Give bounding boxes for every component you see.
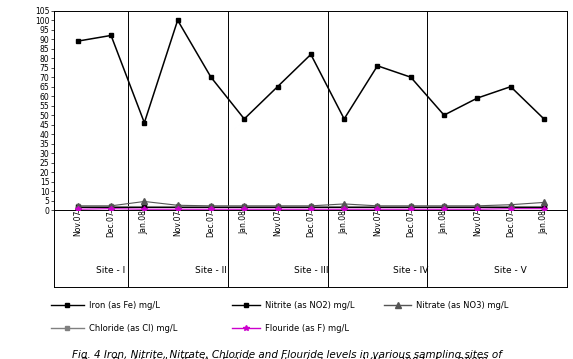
Text: Jan.08: Jan.08 [140, 210, 149, 234]
Text: Nov.07: Nov.07 [273, 210, 282, 236]
Text: Site - III: Site - III [293, 266, 328, 275]
Text: Dec.07: Dec.07 [206, 210, 215, 237]
Text: Nitrite (as NO2) mg/L: Nitrite (as NO2) mg/L [265, 301, 355, 310]
Text: Site - IV: Site - IV [393, 266, 429, 275]
Text: Dec.07: Dec.07 [506, 210, 515, 237]
Text: Flouride (as F) mg/L: Flouride (as F) mg/L [265, 324, 349, 333]
Text: Nitrate (as NO3) mg/L: Nitrate (as NO3) mg/L [417, 301, 509, 310]
Text: Dec.07: Dec.07 [107, 210, 116, 237]
Text: Fig. 4 Iron, Nitrite, Nitrate, Chloride and Flouride levels in various sampling : Fig. 4 Iron, Nitrite, Nitrate, Chloride … [72, 350, 501, 359]
Text: Jan.08: Jan.08 [340, 210, 348, 234]
Text: Chloride (as Cl) mg/L: Chloride (as Cl) mg/L [89, 324, 177, 333]
Text: Jan.08: Jan.08 [240, 210, 249, 234]
Text: Porur Double Lake (Erettai Eri) during the study period (Nov. 2007 - Jan. 2008).: Porur Double Lake (Erettai Eri) during t… [81, 357, 492, 359]
Text: Jan.08: Jan.08 [539, 210, 548, 234]
Text: Site - II: Site - II [195, 266, 227, 275]
Text: Site - V: Site - V [494, 266, 527, 275]
Text: Jan.08: Jan.08 [439, 210, 449, 234]
Text: Dec.07: Dec.07 [406, 210, 415, 237]
Text: Site - I: Site - I [96, 266, 125, 275]
Text: Nov.07: Nov.07 [173, 210, 182, 236]
Text: Dec.07: Dec.07 [307, 210, 315, 237]
Text: Nov.07: Nov.07 [73, 210, 83, 236]
Text: Nov.07: Nov.07 [473, 210, 482, 236]
Text: Iron (as Fe) mg/L: Iron (as Fe) mg/L [89, 301, 159, 310]
Text: Nov.07: Nov.07 [373, 210, 382, 236]
